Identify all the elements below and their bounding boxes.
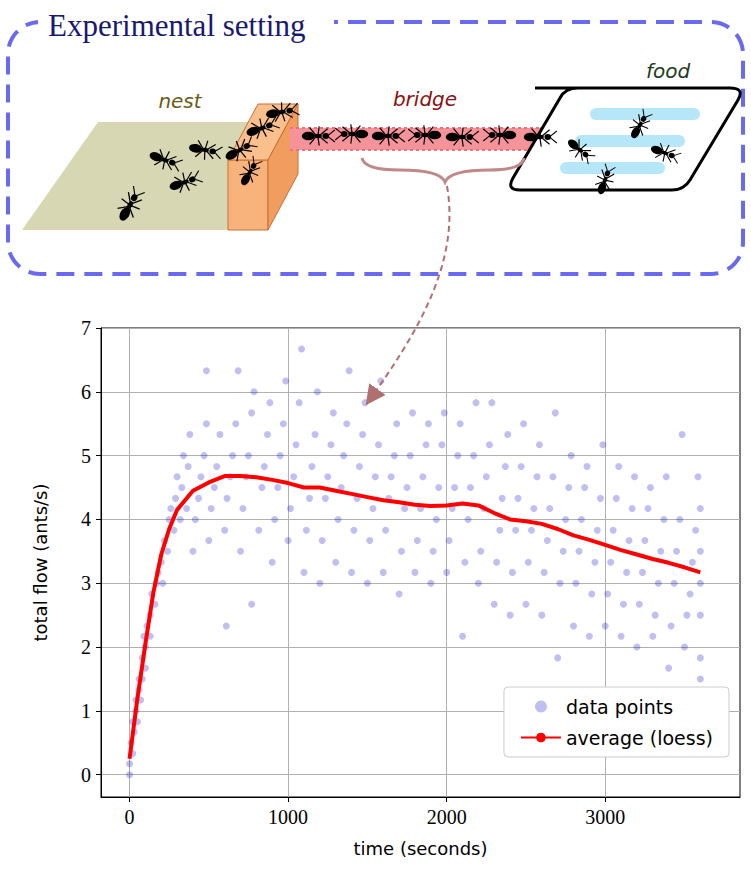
- svg-text:0: 0: [81, 764, 91, 786]
- svg-text:Experimental setting: Experimental setting: [48, 8, 305, 43]
- svg-text:5: 5: [81, 445, 91, 467]
- svg-text:4: 4: [81, 508, 91, 530]
- svg-text:1: 1: [81, 700, 91, 722]
- svg-text:3000: 3000: [585, 806, 625, 828]
- svg-text:2: 2: [81, 636, 91, 658]
- svg-text:2000: 2000: [427, 806, 467, 828]
- svg-text:nest: nest: [158, 89, 202, 113]
- svg-text:1000: 1000: [268, 806, 308, 828]
- svg-text:7: 7: [81, 317, 91, 339]
- svg-text:total flow (ants/s): total flow (ants/s): [30, 483, 51, 641]
- svg-text:data points: data points: [566, 696, 673, 718]
- svg-text:3: 3: [81, 572, 91, 594]
- svg-text:6: 6: [81, 381, 91, 403]
- svg-text:food: food: [646, 59, 691, 83]
- svg-text:0: 0: [125, 806, 135, 828]
- svg-text:bridge: bridge: [393, 87, 457, 111]
- svg-text:time (seconds): time (seconds): [353, 838, 487, 859]
- svg-text:average (loess): average (loess): [566, 727, 713, 749]
